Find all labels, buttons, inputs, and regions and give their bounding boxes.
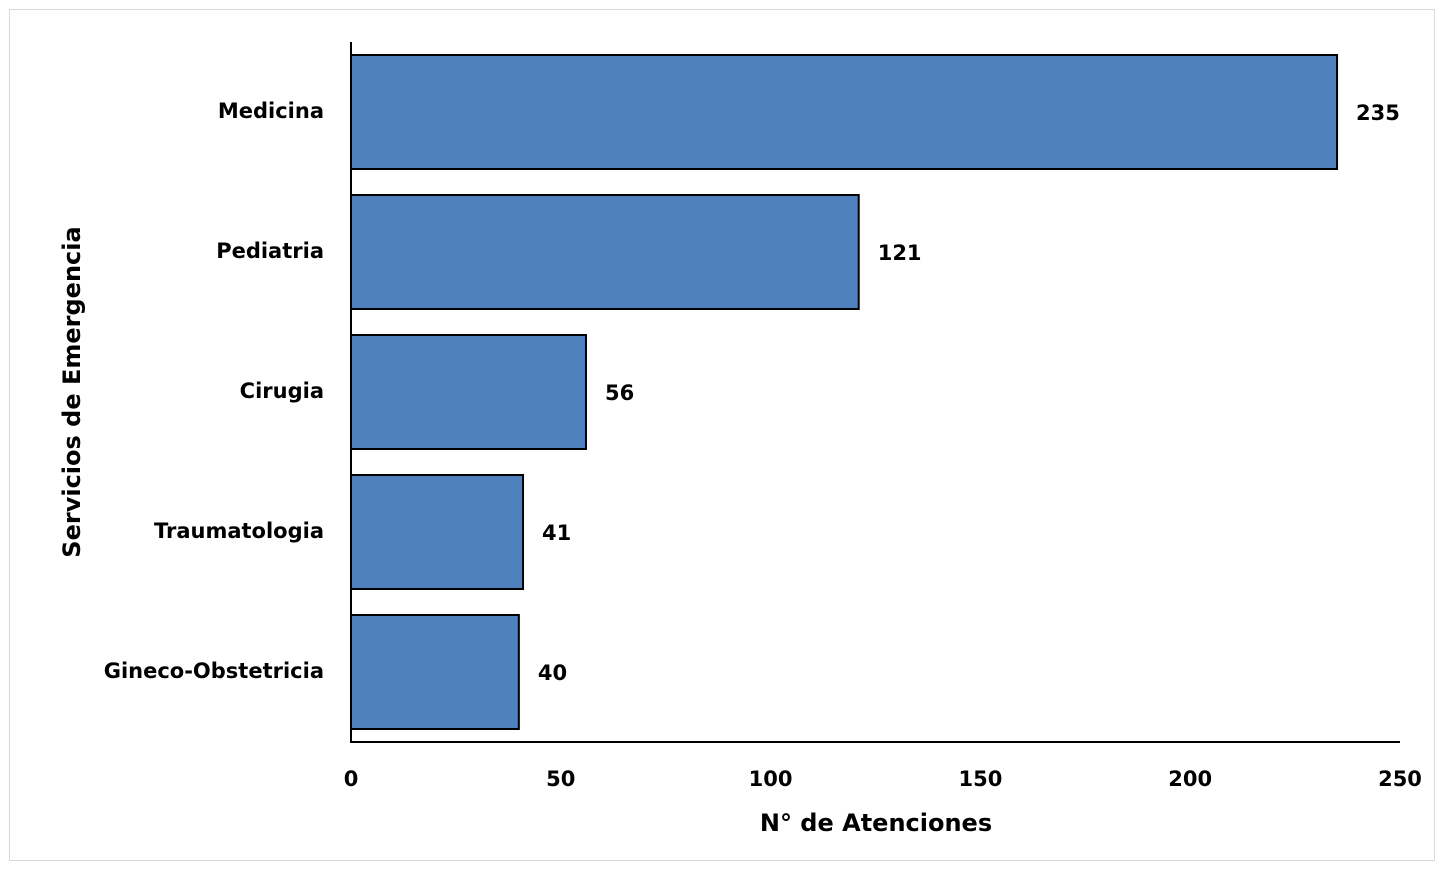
category-label: Traumatologia: [154, 519, 324, 543]
x-tick-label: 200: [1168, 767, 1212, 791]
data-label: 41: [542, 521, 571, 545]
category-label: Gineco-Obstetricia: [104, 659, 324, 683]
bar-4: [350, 614, 520, 730]
data-label: 56: [605, 381, 634, 405]
bar-0: [350, 54, 1339, 170]
bar-3: [350, 474, 525, 590]
x-tick-labels: 0 50 100 150 200 250: [344, 767, 1422, 791]
data-label: 235: [1356, 101, 1400, 125]
x-tick-label: 250: [1378, 767, 1422, 791]
category-label: Cirugia: [240, 379, 324, 403]
bar-1: [350, 194, 860, 310]
x-tick-label: 0: [344, 767, 359, 791]
category-labels: Medicina Pediatria Cirugia Traumatologia Gin…: [104, 99, 324, 683]
bars-group: [350, 54, 1339, 730]
category-label: Medicina: [218, 99, 324, 123]
x-tick-label: 100: [749, 767, 793, 791]
category-label: Pediatria: [216, 239, 324, 263]
bar-2: [350, 334, 587, 450]
data-label: 40: [538, 661, 567, 685]
x-axis-title: N° de Atenciones: [760, 809, 992, 837]
data-labels: 235 121 56 41 40: [538, 101, 1400, 685]
x-tick-label: 150: [958, 767, 1002, 791]
x-tick-label: 50: [546, 767, 575, 791]
data-label: 121: [878, 241, 922, 265]
y-axis-title: Servicios de Emergencia: [58, 226, 86, 557]
axes-group: [350, 42, 1400, 743]
